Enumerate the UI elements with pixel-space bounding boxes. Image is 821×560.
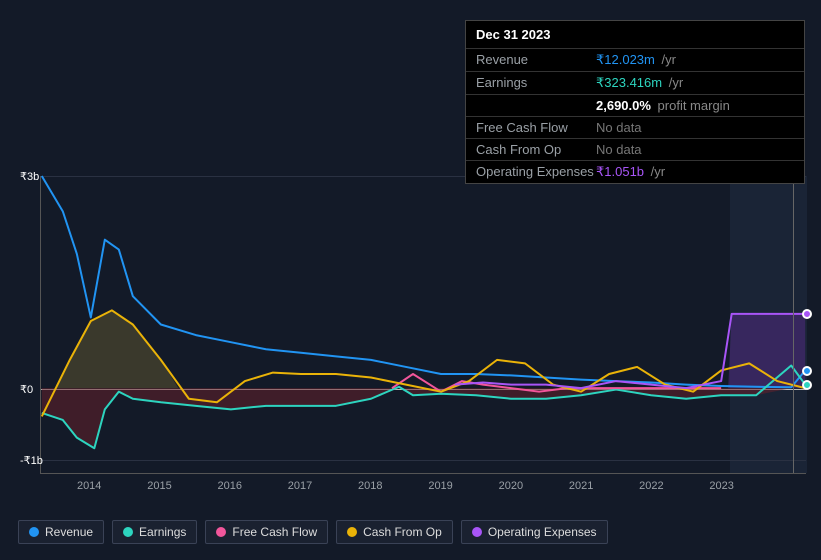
tooltip-row: Earnings₹323.416m /yr	[466, 71, 804, 94]
series-marker	[802, 380, 812, 390]
tooltip-row-label: Revenue	[476, 52, 596, 68]
legend-label: Free Cash Flow	[232, 525, 317, 539]
y-axis-label: ₹0	[20, 383, 50, 396]
x-axis-label: 2017	[288, 480, 312, 492]
legend-swatch	[347, 527, 357, 537]
chart-svg	[41, 176, 806, 473]
legend-swatch	[29, 527, 39, 537]
tooltip-row-value: ₹12.023m /yr	[596, 52, 794, 68]
tooltip-date: Dec 31 2023	[466, 21, 804, 48]
tooltip-row-value: 2,690.0% profit margin	[596, 98, 794, 113]
tooltip-row: Revenue₹12.023m /yr	[466, 48, 804, 71]
legend-swatch	[123, 527, 133, 537]
x-axis-label: 2021	[569, 480, 593, 492]
x-axis-label: 2016	[217, 480, 241, 492]
legend-label: Revenue	[45, 525, 93, 539]
hover-tooltip: Dec 31 2023 Revenue₹12.023m /yrEarnings₹…	[465, 20, 805, 184]
cashop-pos-area	[56, 310, 179, 388]
legend-label: Operating Expenses	[488, 525, 597, 539]
tooltip-row-value: No data	[596, 120, 794, 135]
x-axis-label: 2019	[428, 480, 452, 492]
legend-item-cash-from-op[interactable]: Cash From Op	[336, 520, 453, 544]
tooltip-row: Operating Expenses₹1.051b /yr	[466, 160, 804, 183]
tooltip-row: Free Cash FlowNo data	[466, 116, 804, 138]
tooltip-row: Cash From OpNo data	[466, 138, 804, 160]
x-axis-label: 2022	[639, 480, 663, 492]
tooltip-row-value: No data	[596, 142, 794, 157]
tooltip-row-label: Cash From Op	[476, 142, 596, 157]
tooltip-row-value: ₹1.051b /yr	[596, 164, 794, 180]
series-marker	[802, 309, 812, 319]
y-axis-label: -₹1b	[20, 454, 50, 467]
root: Dec 31 2023 Revenue₹12.023m /yrEarnings₹…	[0, 0, 821, 560]
tooltip-row-label: Free Cash Flow	[476, 120, 596, 135]
tooltip-row-value: ₹323.416m /yr	[596, 75, 794, 91]
legend-item-earnings[interactable]: Earnings	[112, 520, 197, 544]
hover-vline	[793, 176, 794, 473]
x-axis-label: 2015	[147, 480, 171, 492]
legend: Revenue Earnings Free Cash Flow Cash From O…	[18, 520, 608, 544]
chart-area: ₹3b ₹0 -₹1b 2014 2015 2016 2017 2018 2019 2020 202…	[20, 160, 806, 500]
chart-plot[interactable]	[40, 176, 806, 474]
tooltip-row-label: Operating Expenses	[476, 164, 596, 180]
x-axis-label: 2023	[709, 480, 733, 492]
legend-item-revenue[interactable]: Revenue	[18, 520, 104, 544]
legend-label: Cash From Op	[363, 525, 442, 539]
tooltip-row-label	[476, 98, 596, 113]
x-axis-label: 2018	[358, 480, 382, 492]
tooltip-row-label: Earnings	[476, 75, 596, 91]
legend-item-free-cash-flow[interactable]: Free Cash Flow	[205, 520, 328, 544]
tooltip-row: 2,690.0% profit margin	[466, 94, 804, 116]
legend-swatch	[216, 527, 226, 537]
y-axis-label: ₹3b	[20, 170, 50, 183]
legend-swatch	[472, 527, 482, 537]
x-axis-label: 2014	[77, 480, 101, 492]
legend-label: Earnings	[139, 525, 186, 539]
tooltip-rows: Revenue₹12.023m /yrEarnings₹323.416m /yr…	[466, 48, 804, 183]
x-axis-label: 2020	[499, 480, 523, 492]
series-marker	[802, 366, 812, 376]
legend-item-operating-expenses[interactable]: Operating Expenses	[461, 520, 608, 544]
